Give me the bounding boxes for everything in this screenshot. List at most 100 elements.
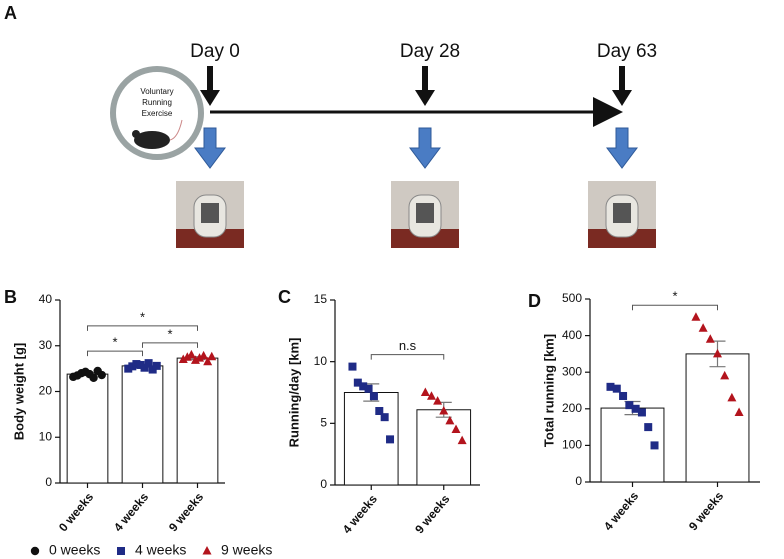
point [375, 407, 384, 415]
legend-label: 9 weeks [221, 542, 272, 558]
point [144, 359, 153, 368]
point [152, 361, 161, 370]
point [734, 407, 744, 416]
significance-bracket [87, 350, 143, 357]
point [606, 382, 615, 391]
x-tick-label: 4 weeks [340, 492, 381, 537]
scanner-door [416, 203, 434, 223]
icon-text: Exercise [142, 109, 173, 118]
x-tick-label: 9 weeks [412, 492, 453, 537]
y-tick-label: 400 [562, 328, 582, 342]
x-tick-label: 9 weeks [686, 489, 727, 534]
point [140, 363, 149, 372]
point [637, 408, 646, 417]
point [650, 441, 659, 450]
x-tick-label: 4 weeks [601, 489, 642, 534]
point [207, 351, 217, 361]
point [148, 365, 157, 374]
chart: Total running [km] 0 100 200 300 400 500 4 week… [541, 289, 760, 534]
point [380, 413, 389, 422]
bar [176, 357, 219, 484]
chart: Body weight [g] 0 10 20 30 40 0 weeks 4 weeks 9 … [11, 292, 225, 534]
panel-label: A [4, 3, 17, 23]
panel-label: C [278, 287, 291, 307]
panel-label: B [4, 287, 17, 307]
point [369, 392, 378, 401]
y-tick-label: 40 [39, 292, 53, 306]
point [348, 362, 357, 371]
x-tick-label: 9 weeks [166, 490, 207, 535]
panel-label: D [528, 291, 541, 311]
point [30, 546, 40, 556]
timeline-points: Day 0 Day 28 Day 63 [176, 41, 657, 248]
significance-label: * [672, 289, 677, 304]
point [89, 373, 98, 382]
y-axis-label: Body weight [g] [11, 343, 26, 441]
y-tick-label: 20 [39, 384, 53, 398]
y-tick-label: 500 [562, 291, 582, 305]
point [359, 382, 368, 391]
timeline-label: Day 28 [400, 41, 460, 62]
significance-bracket [632, 304, 718, 311]
legend-label: 4 weeks [135, 542, 186, 558]
y-tick-label: 300 [562, 364, 582, 378]
running-wheel-icon: Voluntary Running Exercise [110, 66, 204, 160]
icon-text: Running [142, 98, 172, 107]
point [457, 435, 467, 445]
x-tick-label: 0 weeks [56, 490, 97, 535]
timeline-label: Day 0 [190, 41, 240, 62]
scanner-floor [176, 229, 244, 248]
significance-bracket [370, 354, 445, 360]
significance-label: * [140, 309, 145, 324]
significance-label: * [112, 335, 117, 350]
point [420, 387, 430, 396]
legend-label: 0 weeks [49, 542, 100, 558]
point [199, 350, 209, 360]
y-tick-label: 0 [575, 474, 582, 488]
y-tick-label: 30 [39, 338, 53, 352]
y-tick-label: 100 [562, 438, 582, 452]
bar [66, 373, 109, 484]
scanner-floor [391, 229, 459, 248]
point [386, 435, 395, 444]
point [445, 415, 455, 425]
point [426, 391, 436, 400]
charts: Body weight [g] 0 10 20 30 40 0 weeks 4 weeks 9 … [11, 289, 760, 536]
blue-arrow [194, 127, 226, 169]
point [727, 392, 737, 402]
point [433, 396, 443, 405]
y-tick-label: 0 [320, 477, 327, 491]
point [713, 348, 722, 358]
down-arrow [415, 66, 435, 106]
point [195, 353, 205, 362]
legend: 0 weeks 4 weeks 9 weeks [30, 542, 272, 558]
y-axis-label: Total running [km] [541, 334, 556, 447]
point [203, 356, 213, 366]
point [132, 360, 141, 369]
point [202, 546, 212, 555]
point [720, 370, 730, 380]
point [631, 404, 640, 413]
down-arrow [200, 66, 220, 106]
point [136, 360, 145, 369]
bar [121, 365, 164, 484]
point [439, 406, 449, 415]
scanner-floor [588, 229, 656, 248]
point [612, 384, 621, 393]
chart: Running/day [km] 0 5 10 15 4 weeks 9 weeks n.s [286, 292, 480, 536]
y-tick-label: 5 [320, 416, 327, 430]
significance-bracket [142, 342, 198, 348]
icon-text: Voluntary [140, 87, 173, 96]
y-tick-label: 15 [314, 292, 328, 306]
point [451, 424, 461, 433]
point [353, 378, 362, 387]
y-tick-label: 10 [314, 354, 328, 368]
point [619, 391, 628, 400]
bar [416, 409, 472, 486]
timeline-label: Day 63 [597, 41, 657, 62]
point [364, 384, 373, 393]
scanner-door [613, 203, 631, 223]
bar [685, 353, 750, 483]
point [128, 362, 137, 371]
point [691, 312, 701, 321]
